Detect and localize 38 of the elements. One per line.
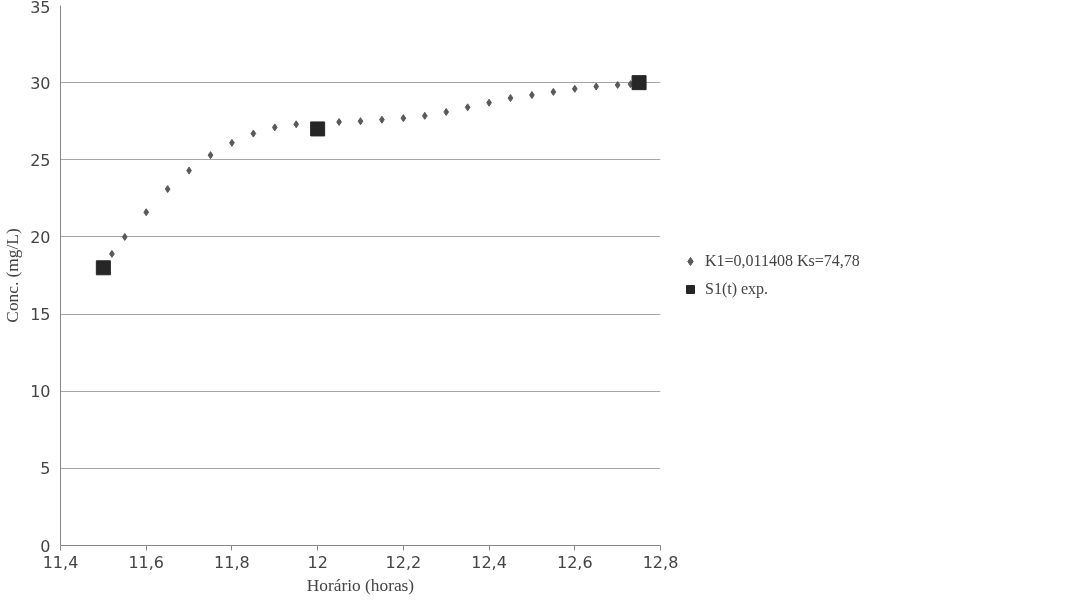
y-tick-label: 10 — [30, 382, 51, 402]
point — [400, 114, 407, 123]
y-tick-label: 30 — [30, 73, 51, 93]
point — [95, 260, 111, 276]
legend-label: S1(t) exp. — [705, 280, 769, 298]
x-tick-label: 12,6 — [556, 552, 593, 572]
point — [250, 129, 257, 138]
point — [310, 121, 326, 137]
x-tick-label: 11,8 — [214, 552, 250, 572]
point — [271, 123, 278, 132]
point — [464, 103, 471, 112]
legend-label: K1=0,011408 Ks=74,78 — [705, 252, 860, 270]
point — [143, 208, 150, 217]
point — [614, 80, 621, 89]
point — [207, 151, 214, 160]
x-tick-label: 12,4 — [471, 552, 507, 572]
y-tick-label: 25 — [30, 150, 51, 170]
point — [293, 120, 300, 129]
x-tick-label: 12 — [307, 552, 328, 572]
point — [121, 232, 128, 241]
point — [507, 94, 514, 103]
y-tick-label: 5 — [40, 459, 51, 479]
point — [593, 82, 600, 91]
y-tick-label: 35 — [30, 0, 51, 17]
y-tick-label: 20 — [30, 227, 51, 247]
x-axis-title: Horário (horas) — [306, 575, 415, 595]
x-tick-label: 12,2 — [385, 552, 422, 572]
y-axis-title: Conc. (mg/L) — [3, 228, 23, 323]
point — [550, 87, 557, 96]
x-tick-label: 12,8 — [642, 552, 679, 572]
y-tick-label: 15 — [30, 305, 51, 325]
point — [164, 185, 171, 194]
point — [631, 75, 647, 91]
point — [443, 107, 450, 116]
point — [421, 111, 428, 120]
point — [571, 84, 578, 93]
x-tick-label: 11,6 — [128, 552, 165, 572]
point — [357, 117, 364, 126]
